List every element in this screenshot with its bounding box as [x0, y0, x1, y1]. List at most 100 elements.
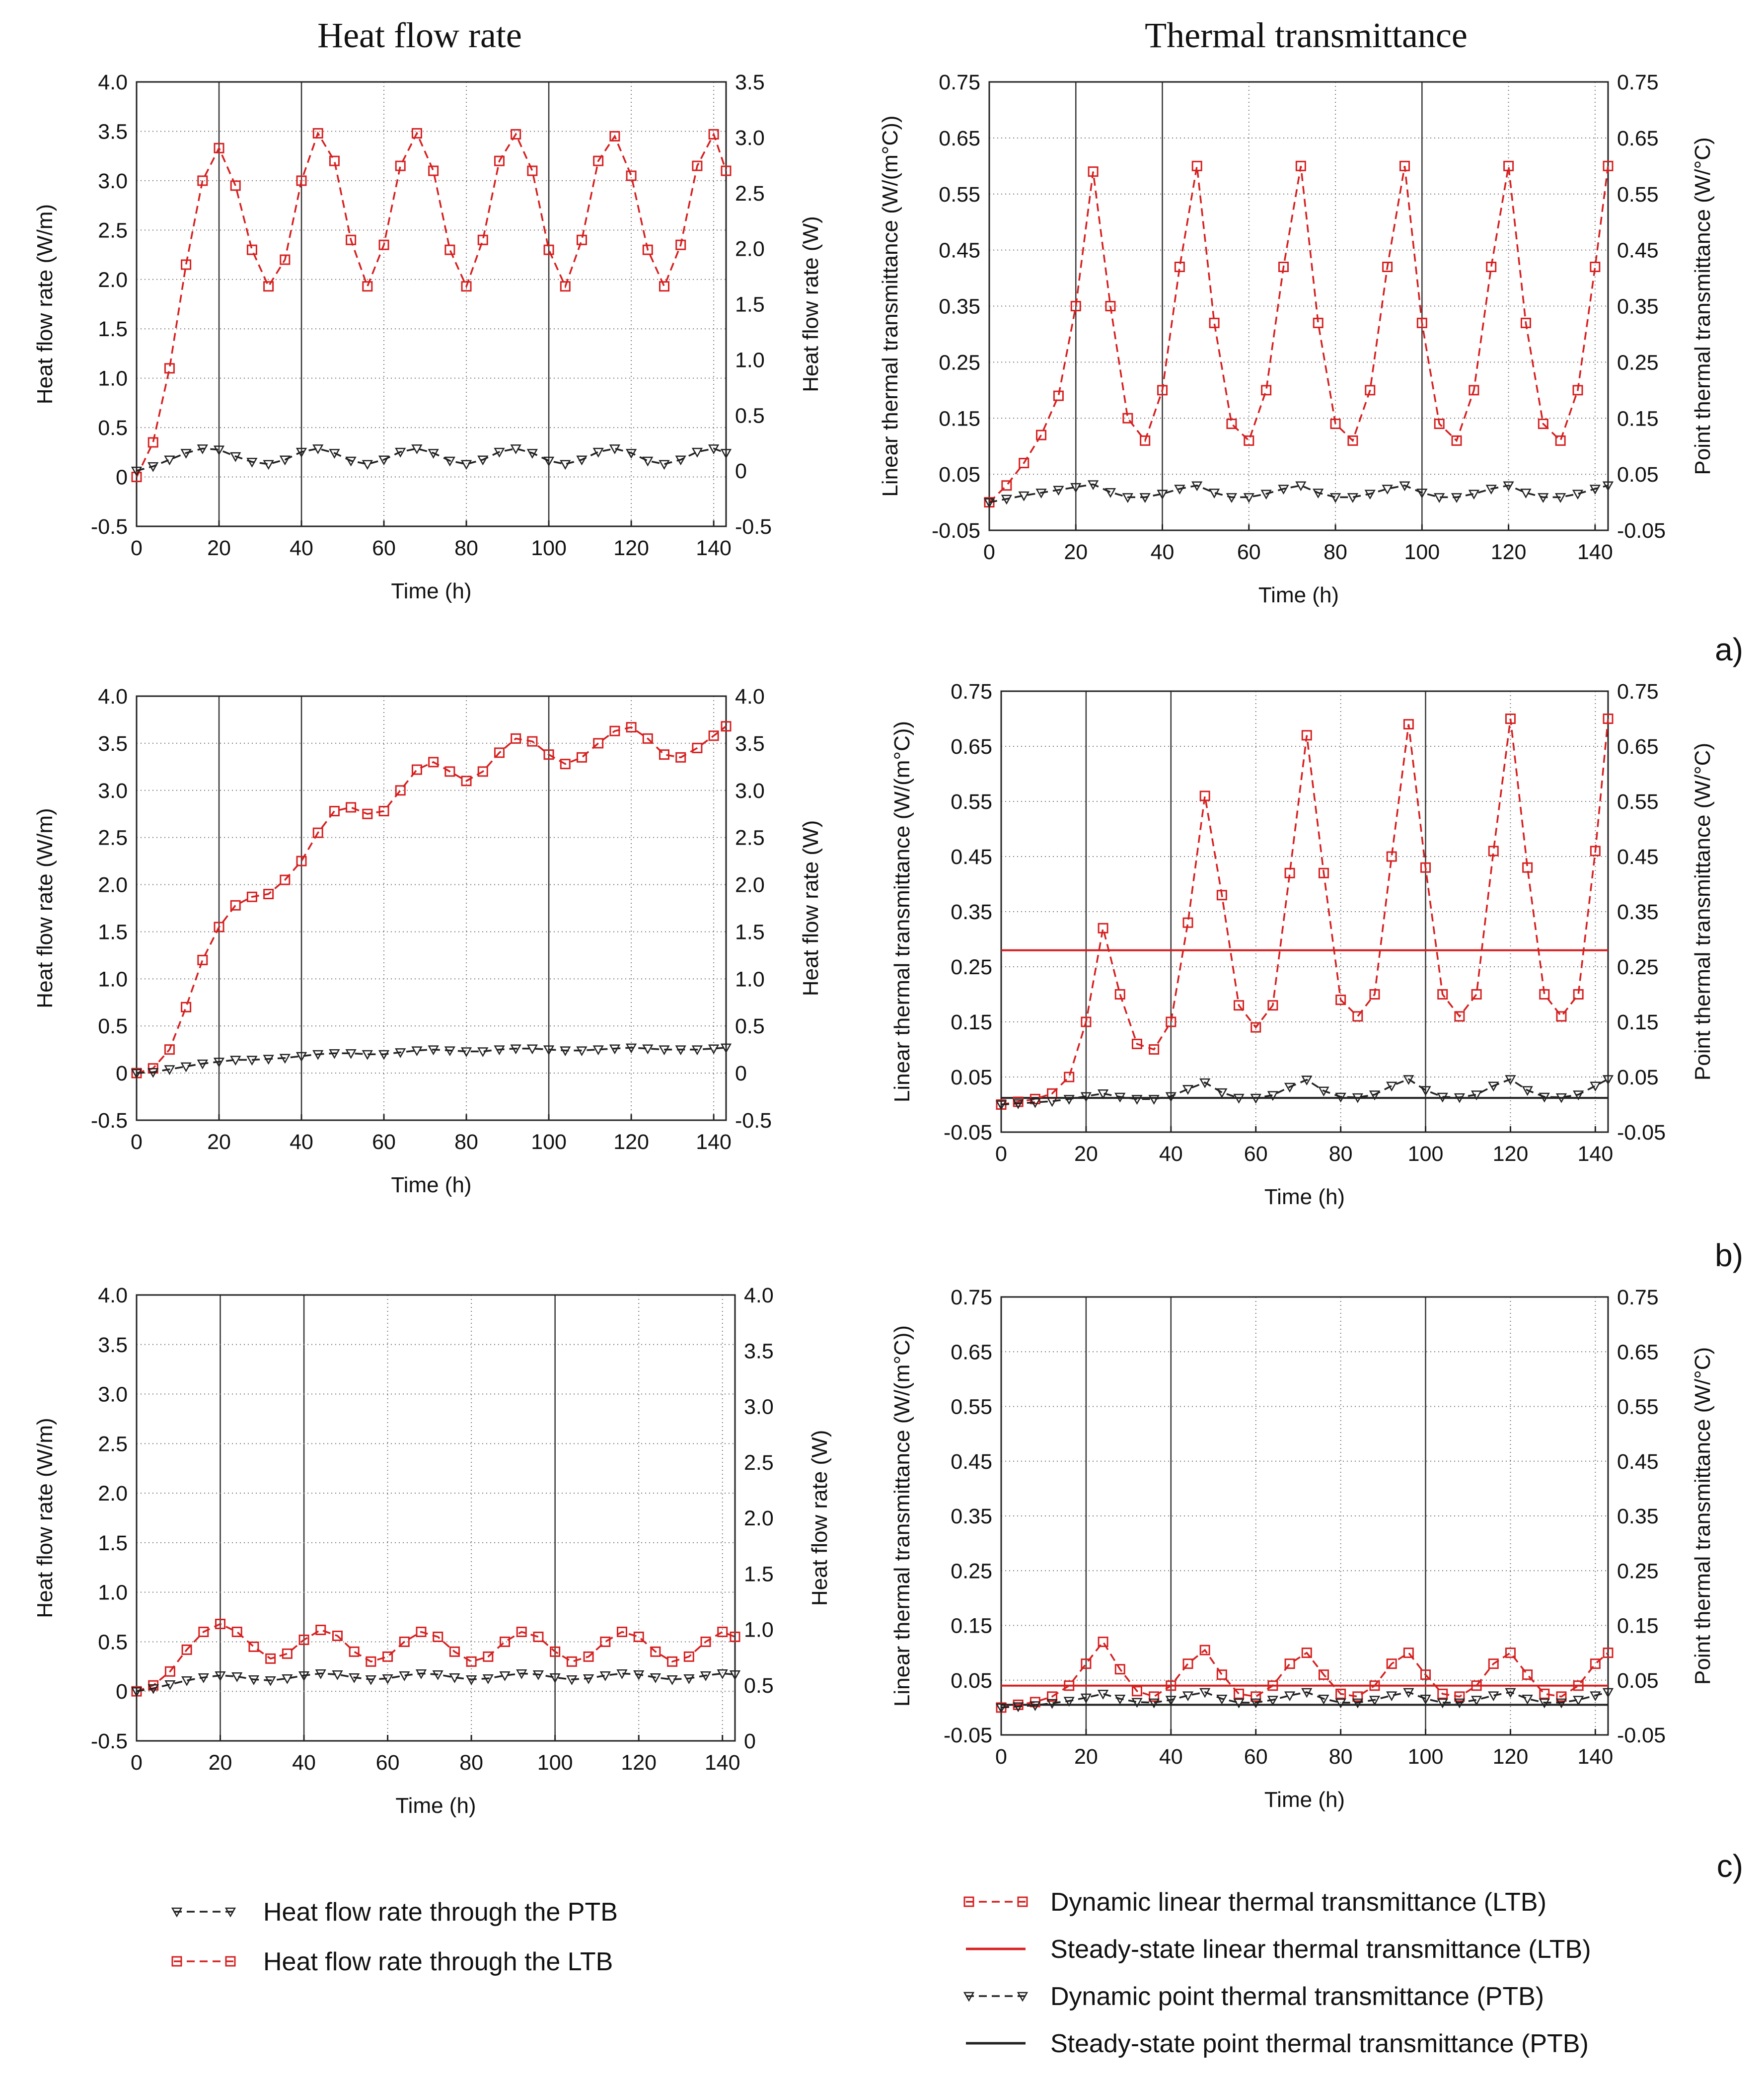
y-tick-label: 2.0: [98, 1482, 128, 1506]
data-point: [1191, 160, 1202, 171]
data-point: [1329, 493, 1341, 503]
x-tick-label: 20: [1074, 1745, 1098, 1769]
data-point: [180, 1062, 192, 1073]
data-point: [181, 1002, 192, 1012]
x-tick-label: 60: [1244, 1142, 1268, 1166]
data-point: [230, 1056, 241, 1066]
data-point: [147, 462, 159, 472]
data-point: [1556, 1011, 1567, 1022]
plot-frame: [136, 695, 727, 1121]
data-point: [1520, 489, 1532, 499]
y-tick-label: 4.0: [98, 1284, 128, 1307]
y2-axis-label: Heat flow rate (W): [808, 1430, 832, 1606]
data-point: [1318, 1694, 1329, 1705]
data-point: [642, 1044, 654, 1055]
data-point: [198, 1626, 209, 1637]
data-point: [298, 1634, 309, 1645]
data-point: [510, 444, 521, 454]
series-line: [136, 725, 727, 1074]
series-line: [136, 1047, 727, 1074]
x-axis-label: Time (h): [391, 1173, 471, 1197]
data-point: [592, 1045, 604, 1056]
data-point: [246, 457, 258, 468]
data-point: [1313, 489, 1324, 499]
y-tick-label: 0.5: [98, 1630, 128, 1654]
data-point: [675, 1045, 686, 1056]
data-point: [1454, 1698, 1466, 1709]
series-line: [136, 447, 727, 472]
data-point: [1437, 989, 1448, 1000]
y2-tick-label: 0: [744, 1729, 756, 1753]
data-point: [566, 1675, 578, 1685]
x-tick-label: 120: [1493, 1745, 1529, 1769]
y-axis-label: Heat flow rate (W/m): [33, 808, 57, 1008]
plot-frame: [136, 81, 727, 527]
data-point: [560, 281, 571, 292]
data-point: [721, 165, 732, 176]
data-point: [609, 131, 620, 142]
data-point: [460, 460, 472, 470]
data-point: [1148, 1095, 1160, 1105]
y2-tick-label: 0.45: [1617, 845, 1659, 869]
data-point: [1166, 1016, 1176, 1027]
data-point: [1416, 489, 1428, 499]
data-point: [329, 806, 340, 817]
y2-tick-label: 3.5: [735, 71, 765, 94]
data-point: [1589, 485, 1601, 495]
data-point: [1243, 493, 1254, 503]
data-point: [1602, 481, 1614, 492]
data-point: [1166, 1680, 1176, 1691]
data-point: [1131, 1686, 1142, 1697]
data-point: [197, 954, 208, 965]
data-point: [1199, 1645, 1210, 1655]
y-tick-label: 0.35: [951, 900, 992, 924]
x-tick-label: 100: [531, 536, 567, 560]
x-tick-label: 40: [290, 536, 313, 560]
data-point: [1234, 1688, 1245, 1699]
data-point: [131, 466, 143, 477]
data-point: [1216, 1088, 1228, 1098]
y2-tick-label: 3.5: [744, 1339, 774, 1363]
y2-tick-label: 0.65: [1617, 127, 1659, 150]
data-point: [659, 749, 669, 760]
y-tick-label: 0.75: [951, 1286, 992, 1309]
x-tick-label: 40: [1159, 1745, 1183, 1769]
data-point: [659, 281, 669, 292]
plot-frame: [1000, 1296, 1609, 1736]
data-point: [399, 1636, 410, 1647]
data-point: [1174, 261, 1185, 272]
x-tick-label: 0: [131, 1130, 143, 1154]
data-point: [494, 1045, 505, 1056]
data-point: [231, 1672, 243, 1682]
data-point: [1451, 493, 1463, 503]
data-point: [1001, 495, 1012, 505]
series-line: [136, 1672, 735, 1692]
left-column-title: Heat flow rate: [317, 15, 522, 55]
data-point: [600, 1636, 611, 1647]
data-point: [1522, 1086, 1533, 1096]
y2-tick-label: 2.5: [735, 182, 765, 206]
data-point: [691, 447, 703, 458]
data-point: [1301, 1688, 1313, 1698]
y-tick-label: 1.0: [98, 367, 128, 391]
y-axis-label: Linear thermal transmittance (W/(m°C)): [890, 721, 914, 1102]
y2-axis-label: Point thermal transmittance (W/°C): [1690, 137, 1715, 475]
data-point: [230, 900, 241, 911]
data-point: [1437, 1688, 1448, 1699]
data-point: [1468, 490, 1480, 500]
data-point: [1382, 485, 1393, 495]
data-point: [477, 1047, 489, 1058]
y2-tick-label: 1.0: [735, 967, 765, 991]
series-line: [1001, 718, 1609, 1106]
data-point: [215, 1671, 226, 1681]
data-point: [329, 449, 340, 459]
data-point: [296, 856, 307, 866]
chart-a-heat: 0 20 40 60 80 100 120 140-0.500.51.01.52.02.53.…: [33, 71, 823, 603]
y2-tick-label: 1.5: [735, 920, 765, 944]
data-point: [1295, 481, 1307, 492]
data-point: [592, 447, 604, 458]
data-point: [576, 455, 588, 466]
data-point: [700, 1636, 711, 1647]
y-tick-label: 0.25: [939, 351, 980, 374]
legend-marker: [963, 1896, 974, 1907]
